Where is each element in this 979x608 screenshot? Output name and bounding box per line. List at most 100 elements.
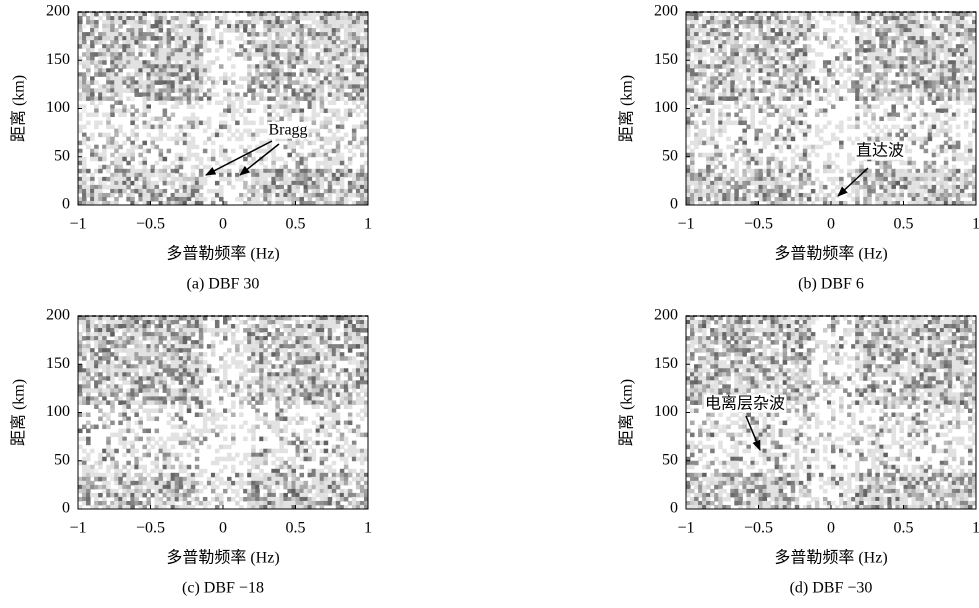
heatmap-cell bbox=[308, 177, 313, 182]
heatmap-cell bbox=[130, 52, 135, 57]
heatmap-cell bbox=[130, 197, 135, 202]
heatmap-cell bbox=[183, 40, 188, 45]
heatmap-cell bbox=[171, 161, 176, 166]
heatmap-cell bbox=[352, 44, 357, 49]
heatmap-cell bbox=[340, 56, 345, 61]
heatmap-cell bbox=[98, 324, 103, 329]
heatmap-cell bbox=[142, 336, 147, 341]
heatmap-cell bbox=[718, 193, 723, 198]
heatmap-cell bbox=[126, 36, 131, 41]
heatmap-cell bbox=[726, 56, 731, 61]
heatmap-cell bbox=[191, 332, 196, 337]
heatmap-cell bbox=[191, 96, 196, 101]
heatmap-cell bbox=[227, 173, 232, 178]
heatmap-cell bbox=[118, 20, 123, 25]
heatmap-cell bbox=[767, 104, 772, 109]
heatmap-cell bbox=[908, 189, 913, 194]
heatmap-cell bbox=[183, 72, 188, 77]
heatmap-cell bbox=[78, 20, 83, 25]
heatmap-cell bbox=[114, 28, 119, 33]
heatmap-cell bbox=[714, 28, 719, 33]
heatmap-cell bbox=[799, 88, 804, 93]
heatmap-cell bbox=[146, 96, 151, 101]
heatmap-cell bbox=[146, 44, 151, 49]
heatmap-cell bbox=[304, 80, 309, 85]
heatmap-cell bbox=[360, 44, 365, 49]
heatmap-cell bbox=[795, 72, 800, 77]
heatmap-cell bbox=[348, 149, 353, 154]
heatmap-cell bbox=[106, 44, 111, 49]
heatmap-cell bbox=[924, 56, 929, 61]
heatmap-cell bbox=[952, 96, 957, 101]
heatmap-cell bbox=[146, 193, 151, 198]
heatmap-cell bbox=[287, 153, 292, 158]
heatmap-cell bbox=[928, 185, 933, 190]
heatmap-cell bbox=[82, 328, 87, 333]
heatmap-cell bbox=[702, 177, 707, 182]
heatmap-cell bbox=[827, 157, 832, 162]
heatmap-cell bbox=[344, 36, 349, 41]
heatmap-cell bbox=[255, 352, 260, 357]
heatmap-cell bbox=[163, 76, 168, 81]
heatmap-cell bbox=[247, 40, 252, 45]
heatmap-cell bbox=[328, 173, 333, 178]
heatmap-cell bbox=[899, 16, 904, 21]
heatmap-cell bbox=[827, 88, 832, 93]
heatmap-cell bbox=[336, 177, 341, 182]
heatmap-cell bbox=[122, 348, 127, 353]
heatmap-cell bbox=[195, 48, 200, 53]
heatmap-cell bbox=[340, 153, 345, 158]
heatmap-cell bbox=[304, 173, 309, 178]
heatmap-cell bbox=[171, 84, 176, 89]
heatmap-cell bbox=[694, 185, 699, 190]
heatmap-cell bbox=[263, 40, 268, 45]
heatmap-cell bbox=[904, 32, 909, 37]
heatmap-cell bbox=[879, 137, 884, 142]
heatmap-cell bbox=[742, 153, 747, 158]
heatmap-cell bbox=[887, 189, 892, 194]
heatmap-cell bbox=[936, 36, 941, 41]
heatmap-cell bbox=[767, 48, 772, 53]
heatmap-cell bbox=[279, 76, 284, 81]
heatmap-cell bbox=[98, 165, 103, 170]
heatmap-cell bbox=[734, 173, 739, 178]
heatmap-cell bbox=[698, 52, 703, 57]
heatmap-cell bbox=[219, 44, 224, 49]
heatmap-cell bbox=[118, 189, 123, 194]
heatmap-cell bbox=[956, 56, 961, 61]
heatmap-cell bbox=[795, 109, 800, 114]
heatmap-cell bbox=[227, 48, 232, 53]
heatmap-cell bbox=[891, 113, 896, 118]
heatmap-cell bbox=[296, 52, 301, 57]
heatmap-cell bbox=[211, 352, 216, 357]
heatmap-cell bbox=[702, 48, 707, 53]
heatmap-cell bbox=[819, 197, 824, 202]
heatmap-cell bbox=[944, 92, 949, 97]
heatmap-cell bbox=[316, 20, 321, 25]
heatmap-cell bbox=[223, 96, 228, 101]
heatmap-cell bbox=[102, 52, 107, 57]
heatmap-cell bbox=[887, 133, 892, 138]
heatmap-cell bbox=[324, 64, 329, 69]
heatmap-cell bbox=[183, 352, 188, 357]
heatmap-cell bbox=[799, 64, 804, 69]
heatmap-cell bbox=[702, 96, 707, 101]
heatmap-cell bbox=[98, 169, 103, 174]
heatmap-cell bbox=[195, 76, 200, 81]
heatmap-cell bbox=[122, 189, 127, 194]
heatmap-cell bbox=[912, 48, 917, 53]
heatmap-cell bbox=[267, 332, 272, 337]
heatmap-cell bbox=[908, 48, 913, 53]
heatmap-cell bbox=[344, 100, 349, 105]
heatmap-cell bbox=[251, 24, 256, 29]
heatmap-cell bbox=[324, 76, 329, 81]
heatmap-cell bbox=[734, 113, 739, 118]
heatmap-cell bbox=[718, 189, 723, 194]
heatmap-cell bbox=[867, 40, 872, 45]
heatmap-cell bbox=[863, 84, 868, 89]
heatmap-cell bbox=[742, 181, 747, 186]
heatmap-cell bbox=[102, 32, 107, 37]
heatmap-cell bbox=[320, 137, 325, 142]
heatmap-cell bbox=[247, 197, 252, 202]
heatmap-cell bbox=[247, 48, 252, 53]
